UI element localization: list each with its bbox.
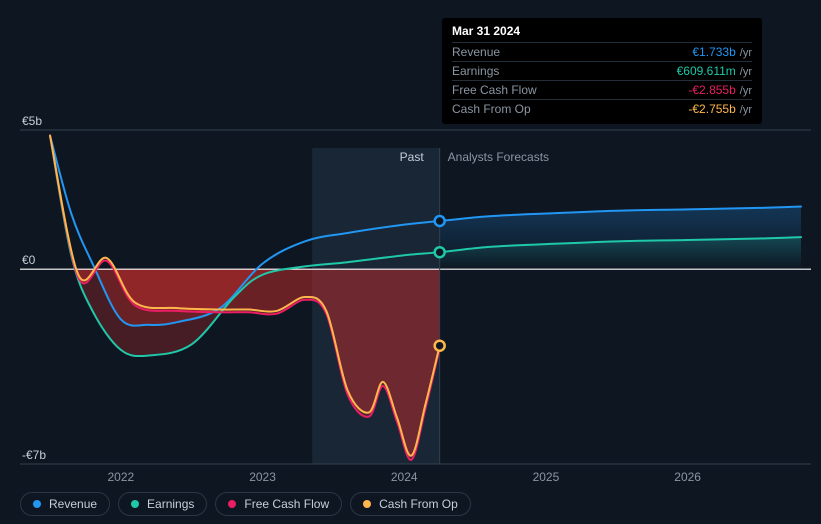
legend-item-earnings[interactable]: Earnings (118, 492, 207, 516)
y-axis-tick-label: -€7b (22, 448, 46, 462)
tooltip-metric-value: €1.733b (692, 45, 735, 59)
legend-dot-icon (228, 500, 236, 508)
tooltip-date: Mar 31 2024 (452, 24, 752, 38)
hover-tooltip: Mar 31 2024 Revenue €1.733b/yrEarnings €… (442, 18, 762, 124)
tooltip-metric-unit: /yr (740, 66, 752, 78)
tooltip-metric-value: €609.611m (677, 64, 736, 78)
legend-item-label: Earnings (147, 497, 194, 511)
x-axis-tick-label: 2025 (533, 470, 560, 484)
tooltip-row: Cash From Op -€2.755b/yr (452, 99, 752, 118)
forecast-section-label: Analysts Forecasts (448, 150, 549, 164)
x-axis-tick-label: 2024 (391, 470, 418, 484)
tooltip-row: Revenue €1.733b/yr (452, 42, 752, 61)
past-section-label: Past (400, 150, 424, 164)
tooltip-row: Earnings €609.611m/yr (452, 61, 752, 80)
tooltip-metric-label: Free Cash Flow (452, 83, 537, 97)
financials-chart: Mar 31 2024 Revenue €1.733b/yrEarnings €… (0, 0, 821, 524)
y-axis-tick-label: €5b (22, 114, 42, 128)
legend-item-label: Cash From Op (379, 497, 458, 511)
legend-item-cfo[interactable]: Cash From Op (350, 492, 471, 516)
legend-item-fcf[interactable]: Free Cash Flow (215, 492, 342, 516)
x-axis-tick-label: 2026 (674, 470, 701, 484)
tooltip-metric-value: -€2.855b (688, 83, 735, 97)
legend-item-revenue[interactable]: Revenue (20, 492, 110, 516)
tooltip-metric-value: -€2.755b (688, 102, 735, 116)
tooltip-metric-unit: /yr (740, 85, 752, 97)
tooltip-row: Free Cash Flow -€2.855b/yr (452, 80, 752, 99)
tooltip-metric-label: Cash From Op (452, 102, 531, 116)
legend-dot-icon (363, 500, 371, 508)
legend-item-label: Free Cash Flow (244, 497, 329, 511)
x-axis-tick-label: 2022 (107, 470, 134, 484)
x-axis-tick-label: 2023 (249, 470, 276, 484)
y-axis-tick-label: €0 (22, 253, 35, 267)
legend-item-label: Revenue (49, 497, 97, 511)
chart-legend: Revenue Earnings Free Cash Flow Cash From O… (20, 492, 471, 516)
legend-dot-icon (33, 500, 41, 508)
tooltip-metric-unit: /yr (740, 104, 752, 116)
tooltip-metric-label: Revenue (452, 45, 500, 59)
tooltip-metric-label: Earnings (452, 64, 499, 78)
tooltip-metric-unit: /yr (740, 47, 752, 59)
legend-dot-icon (131, 500, 139, 508)
